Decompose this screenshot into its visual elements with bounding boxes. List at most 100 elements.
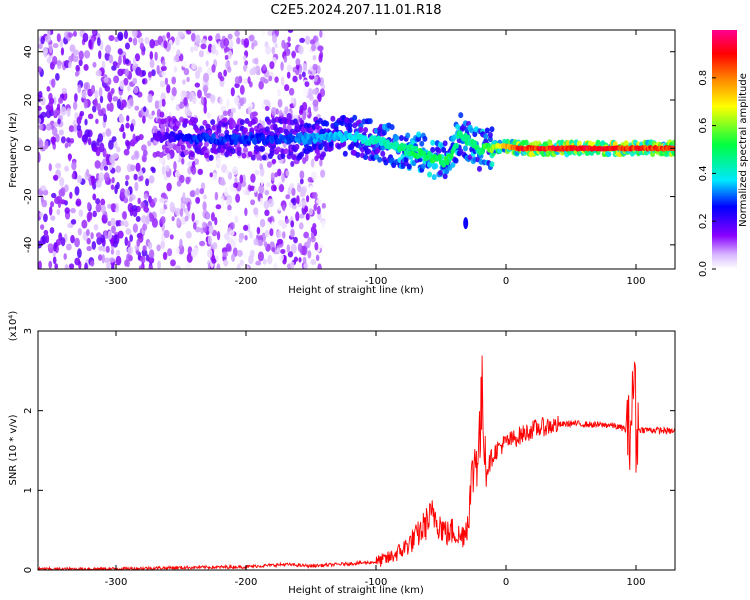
noise-speckle xyxy=(48,92,53,102)
noise-speckle xyxy=(184,215,189,222)
noise-speckle xyxy=(247,76,251,85)
noise-speckle xyxy=(307,88,314,97)
noise-speckle xyxy=(162,251,168,261)
noise-speckle xyxy=(52,256,57,265)
noise-speckle xyxy=(127,240,131,248)
noise-speckle xyxy=(281,172,286,183)
noise-speckle xyxy=(147,71,153,78)
noise-speckle xyxy=(123,219,128,226)
ridge-cell xyxy=(377,156,383,163)
colorbar-gradient xyxy=(712,30,737,269)
x-tick-label: 0 xyxy=(503,276,509,287)
noise-speckle xyxy=(277,168,282,177)
noise-speckle xyxy=(223,259,229,267)
noise-speckle xyxy=(141,50,146,56)
noise-speckle xyxy=(301,71,306,78)
noise-speckle xyxy=(179,174,185,184)
noise-speckle xyxy=(68,61,72,69)
noise-speckle xyxy=(299,37,305,44)
snr-series xyxy=(38,355,675,570)
noise-speckle xyxy=(181,90,188,97)
noise-speckle xyxy=(96,37,101,47)
noise-speckle xyxy=(66,107,71,117)
noise-speckle xyxy=(86,245,92,252)
noise-speckle xyxy=(227,33,233,40)
noise-speckle xyxy=(119,188,126,198)
noise-speckle xyxy=(38,139,44,149)
ridge-cell xyxy=(241,152,247,159)
noise-speckle xyxy=(101,254,105,264)
noise-speckle xyxy=(50,215,56,221)
noise-speckle xyxy=(245,190,250,196)
noise-speckle xyxy=(225,168,230,176)
noise-speckle xyxy=(151,69,156,77)
noise-speckle xyxy=(74,71,79,77)
snr-line xyxy=(38,355,675,570)
ridge-cell xyxy=(183,149,189,156)
noise-speckle xyxy=(57,118,61,125)
noise-speckle xyxy=(287,186,291,197)
noise-speckle xyxy=(260,177,264,186)
noise-speckle xyxy=(75,124,82,131)
noise-speckle xyxy=(167,248,173,257)
noise-speckle xyxy=(129,123,134,132)
noise-speckle xyxy=(111,65,117,71)
y-tick-label: 2 xyxy=(23,407,34,413)
noise-speckle xyxy=(104,85,111,92)
noise-speckle xyxy=(174,97,179,107)
noise-speckle xyxy=(302,63,308,73)
noise-speckle xyxy=(308,95,314,101)
noise-speckle xyxy=(56,208,61,216)
noise-speckle xyxy=(70,207,76,214)
ridge-cell xyxy=(433,163,439,170)
noise-speckle xyxy=(185,176,191,185)
noise-speckle xyxy=(144,37,150,45)
noise-speckle xyxy=(127,246,134,255)
noise-speckle xyxy=(191,63,197,70)
ridge-cell xyxy=(489,126,495,133)
noise-speckle xyxy=(282,204,286,212)
noise-speckle xyxy=(314,75,318,83)
noise-speckle xyxy=(191,212,195,222)
noise-speckle xyxy=(48,206,53,216)
ridge-cell xyxy=(202,119,208,126)
ridge-cell xyxy=(442,140,448,147)
noise-speckle xyxy=(93,98,98,108)
noise-speckle xyxy=(261,103,266,110)
noise-speckle xyxy=(317,92,322,103)
noise-speckle xyxy=(298,45,304,55)
y-tick-label: 3 xyxy=(23,328,34,334)
noise-speckle xyxy=(87,113,94,120)
noise-speckle xyxy=(111,264,115,269)
noise-speckle xyxy=(78,59,83,67)
noise-speckle xyxy=(52,56,58,65)
noise-speckle xyxy=(203,86,208,97)
noise-speckle xyxy=(183,97,188,106)
noise-speckle xyxy=(154,51,158,61)
ridge-core xyxy=(233,139,238,146)
noise-speckle xyxy=(317,263,322,269)
noise-speckle xyxy=(93,224,99,231)
noise-speckle xyxy=(239,259,245,266)
noise-speckle xyxy=(61,87,68,94)
noise-speckle xyxy=(280,248,286,254)
noise-speckle xyxy=(39,211,43,218)
ridge-cell xyxy=(358,126,364,133)
noise-speckle xyxy=(169,201,175,212)
noise-speckle xyxy=(181,157,185,165)
noise-speckle xyxy=(203,194,207,200)
ridge-cell xyxy=(487,132,493,139)
noise-speckle xyxy=(187,201,191,212)
noise-speckle xyxy=(183,68,190,76)
noise-speckle xyxy=(40,36,45,45)
noise-speckle xyxy=(124,188,131,198)
ridge-cell xyxy=(576,140,582,147)
noise-speckle xyxy=(220,198,225,208)
y-tick-label: 40 xyxy=(23,45,34,58)
noise-speckle xyxy=(299,178,304,185)
noise-speckle xyxy=(179,53,184,62)
ridge-cell xyxy=(453,157,459,164)
noise-speckle xyxy=(184,197,191,203)
noise-speckle xyxy=(301,245,308,256)
noise-speckle xyxy=(48,260,53,269)
